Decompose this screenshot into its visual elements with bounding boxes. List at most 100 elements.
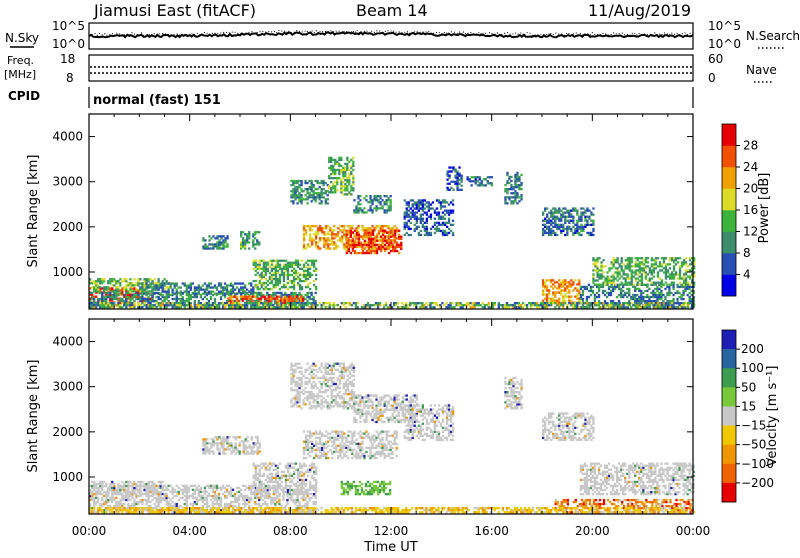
power-cell <box>93 280 95 282</box>
power-cell <box>101 298 103 300</box>
velocity-cell <box>216 503 218 505</box>
power-cell <box>279 280 281 282</box>
velocity-cell <box>194 491 196 493</box>
power-cell <box>392 248 394 250</box>
power-cell <box>369 199 371 201</box>
power-cell <box>255 274 257 276</box>
power-cell <box>277 266 279 268</box>
power-cell <box>518 302 520 304</box>
velocity-cell <box>186 497 188 499</box>
power-cell <box>647 279 649 281</box>
power-cell <box>282 306 284 308</box>
power-cell <box>176 302 178 304</box>
power-cell <box>240 286 242 288</box>
power-cell <box>246 296 248 298</box>
power-cell <box>194 296 196 298</box>
power-cell <box>117 294 119 296</box>
velocity-cell <box>121 503 123 505</box>
power-cell <box>550 281 552 283</box>
power-cell <box>242 298 244 300</box>
power-cell <box>155 302 157 304</box>
power-cell <box>230 304 232 306</box>
velocity-cell <box>141 501 143 503</box>
power-cell <box>546 300 548 302</box>
power-cell <box>331 235 333 237</box>
power-cell <box>281 274 283 276</box>
power-cell <box>236 296 238 298</box>
power-cell <box>398 246 400 248</box>
power-cell <box>346 187 348 189</box>
power-cell <box>562 212 564 214</box>
power-cell <box>596 273 598 275</box>
power-cell <box>330 165 332 167</box>
power-cell <box>305 225 307 227</box>
velocity-cell <box>164 485 166 487</box>
power-cell <box>512 192 514 194</box>
power-cell <box>263 266 265 268</box>
velocity-cell <box>143 493 145 495</box>
power-cell <box>410 228 412 230</box>
power-cell <box>619 265 621 267</box>
power-cell <box>325 190 327 192</box>
power-cell <box>582 214 584 216</box>
velocity-cell <box>194 485 196 487</box>
velocity-cell <box>127 497 129 499</box>
power-cell <box>300 184 302 186</box>
power-cell <box>129 298 131 300</box>
power-cell <box>446 187 448 189</box>
power-cell <box>446 232 448 234</box>
power-cell <box>269 278 271 280</box>
power-cell <box>542 300 544 302</box>
power-cell <box>426 212 428 214</box>
power-cell <box>558 207 560 209</box>
power-cell <box>141 306 143 308</box>
power-cell <box>300 298 302 300</box>
power-cell <box>224 245 226 247</box>
power-cell <box>552 232 554 234</box>
power-cell <box>107 286 109 288</box>
power-cell <box>381 225 383 227</box>
power-cell <box>335 243 337 245</box>
power-cell <box>139 300 141 302</box>
power-cell <box>598 269 600 271</box>
power-cell <box>305 278 307 280</box>
power-cell <box>293 262 295 264</box>
power-cell <box>650 284 652 286</box>
velocity-cell <box>186 487 188 489</box>
power-cell <box>329 229 331 231</box>
velocity-cell <box>166 493 168 495</box>
power-cell <box>592 286 594 288</box>
power-cell <box>390 240 392 242</box>
power-cell <box>574 230 576 232</box>
power-cell <box>283 284 285 286</box>
power-cell <box>125 306 127 308</box>
power-cell <box>357 209 359 211</box>
power-cell <box>412 203 414 205</box>
power-cell <box>554 218 556 220</box>
velocity-cell <box>135 501 137 503</box>
velocity-cell <box>206 491 208 493</box>
power-cell <box>153 306 155 308</box>
power-cell <box>170 286 172 288</box>
power-cell <box>566 220 568 222</box>
power-cell <box>598 288 600 290</box>
power-cell <box>627 265 629 267</box>
velocity-cell <box>95 495 97 497</box>
power-cell <box>198 293 200 295</box>
power-cell <box>111 302 113 304</box>
power-cell <box>669 257 671 259</box>
power-cell <box>356 244 358 246</box>
power-cell <box>352 163 354 165</box>
power-cell <box>562 296 564 298</box>
power-cell <box>672 298 674 300</box>
power-cell <box>645 304 647 306</box>
power-cell <box>562 279 564 281</box>
power-cell <box>176 298 178 300</box>
power-cell <box>200 302 202 304</box>
power-cell <box>646 300 648 302</box>
power-cell <box>544 210 546 212</box>
power-cell <box>665 269 667 271</box>
power-cell <box>596 269 598 271</box>
power-cell <box>452 224 454 226</box>
power-cell <box>145 280 147 282</box>
